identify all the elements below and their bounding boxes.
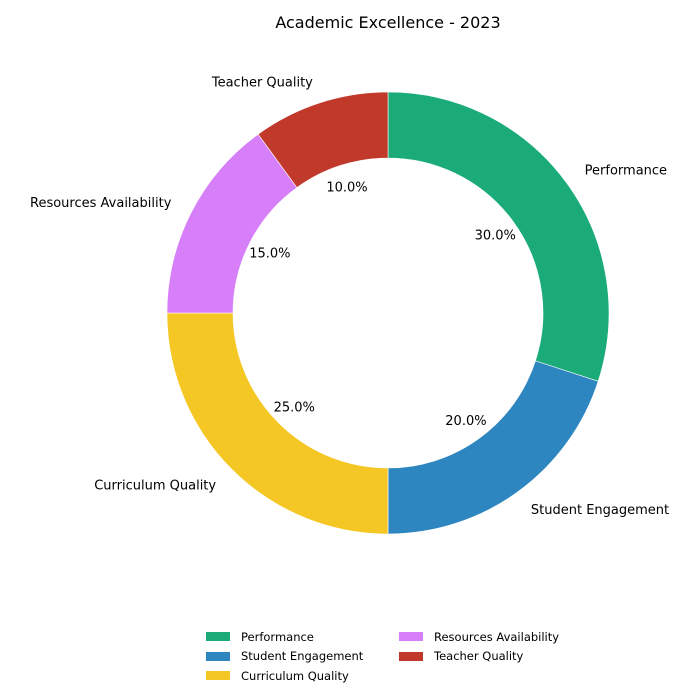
legend-label: Curriculum Quality [241,668,349,683]
legend-swatch [206,671,230,681]
legend-item-teacher-quality: Teacher Quality [399,647,559,667]
category-label: Curriculum Quality [94,478,216,493]
slice-labels: Performance 30.0% Student Engagement 20.0% C… [30,75,669,518]
percent-label: 30.0% [475,229,516,244]
legend-item-performance: Performance [206,627,363,647]
legend-label: Teacher Quality [434,649,524,664]
category-label: Performance [585,164,667,179]
legend-swatch [399,632,423,642]
slice-performance [387,91,610,382]
category-label: Teacher Quality [211,75,313,90]
chart-title: Academic Excellence - 2023 [275,13,500,32]
percent-label: 20.0% [445,414,486,429]
percent-label: 15.0% [249,246,290,261]
donut-slices [166,91,610,535]
legend-swatch [206,651,230,661]
legend-swatch [206,632,230,642]
legend-label: Performance [241,629,314,644]
legend-label: Resources Availability [434,629,560,644]
legend-item-curriculum-quality: Curriculum Quality [206,666,363,686]
category-label: Resources Availability [30,196,172,211]
percent-label: 10.0% [326,180,367,195]
category-label: Student Engagement [531,503,669,518]
legend-swatch [399,651,423,661]
legend-item-resources-availability: Resources Availability [399,627,559,647]
percent-label: 25.0% [274,400,315,415]
legend-label: Student Engagement [241,649,364,664]
slice-curriculum-quality [166,312,389,535]
legend-item-student-engagement: Student Engagement [206,647,363,667]
slice-teacher-quality [257,91,389,189]
